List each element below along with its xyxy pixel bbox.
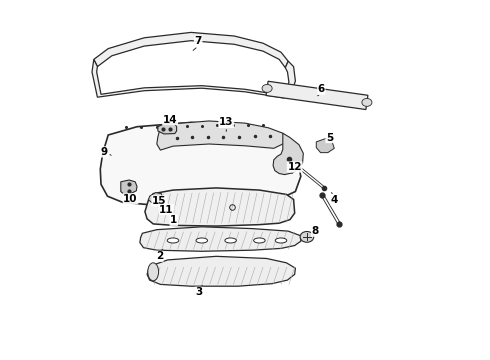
Text: 10: 10 <box>123 194 138 204</box>
Text: 6: 6 <box>318 84 325 94</box>
Text: 3: 3 <box>196 287 202 297</box>
Text: 1: 1 <box>170 215 177 225</box>
Polygon shape <box>145 188 294 226</box>
Text: 15: 15 <box>152 196 167 206</box>
Text: 4: 4 <box>331 195 338 205</box>
Ellipse shape <box>362 98 372 106</box>
Polygon shape <box>157 121 286 150</box>
Ellipse shape <box>196 238 208 243</box>
Ellipse shape <box>225 238 236 243</box>
Polygon shape <box>281 61 295 98</box>
Polygon shape <box>121 180 137 194</box>
Polygon shape <box>92 59 284 98</box>
Polygon shape <box>147 256 295 286</box>
Polygon shape <box>316 137 334 153</box>
Polygon shape <box>158 124 176 134</box>
Ellipse shape <box>275 238 287 243</box>
Ellipse shape <box>300 231 314 242</box>
Polygon shape <box>273 133 303 175</box>
Text: 9: 9 <box>100 147 107 157</box>
Text: 5: 5 <box>326 132 333 143</box>
Text: 12: 12 <box>288 162 302 172</box>
Ellipse shape <box>254 238 265 243</box>
Text: 7: 7 <box>195 36 202 46</box>
Ellipse shape <box>148 263 159 281</box>
Text: 2: 2 <box>156 251 163 261</box>
Polygon shape <box>140 227 301 251</box>
Text: 8: 8 <box>312 226 319 236</box>
Polygon shape <box>94 32 288 68</box>
Polygon shape <box>266 81 368 109</box>
Ellipse shape <box>167 238 179 243</box>
Text: 11: 11 <box>159 204 174 215</box>
Ellipse shape <box>262 85 272 93</box>
Text: 14: 14 <box>163 114 177 125</box>
Polygon shape <box>148 193 162 202</box>
Text: 13: 13 <box>219 117 234 127</box>
Polygon shape <box>100 122 301 206</box>
